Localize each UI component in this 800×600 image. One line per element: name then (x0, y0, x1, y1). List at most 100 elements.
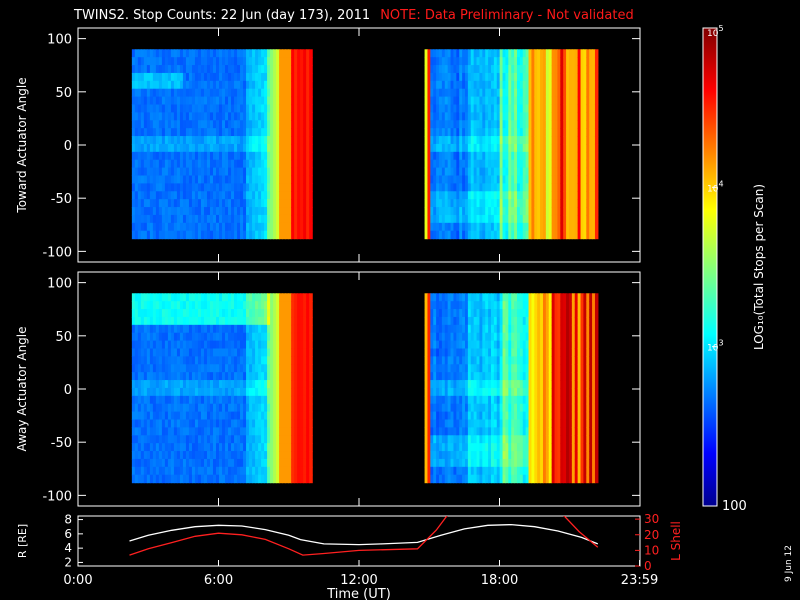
heat-cell (237, 136, 241, 145)
heat-cell (267, 230, 271, 240)
heat-cell (140, 372, 145, 381)
heat-cell (203, 191, 208, 200)
heat-cell (200, 112, 205, 121)
heat-cell (456, 340, 460, 350)
heat-cell (149, 364, 154, 373)
heat-cell (228, 222, 232, 232)
heat-cell (149, 65, 154, 74)
heat-cell (464, 183, 469, 192)
heat-cell (580, 151, 585, 161)
heat-cell (176, 380, 181, 389)
heat-cell (300, 427, 304, 436)
heat-cell (309, 301, 313, 310)
heat-cell (309, 112, 313, 121)
heat-cell (467, 120, 472, 129)
heat-cell (424, 458, 429, 468)
heat-cell (176, 112, 181, 121)
heat-cell (240, 395, 244, 405)
heat-cell (185, 143, 190, 153)
heat-cell (225, 128, 229, 137)
heat-cell (282, 301, 286, 310)
heat-cell (270, 57, 274, 66)
heat-cell (586, 191, 590, 200)
heat-cell (243, 332, 247, 342)
heat-cell (488, 143, 492, 153)
heat-cell (548, 136, 553, 145)
heat-cell (191, 474, 196, 484)
heat-cell (152, 159, 157, 169)
heat-cell (197, 72, 202, 82)
heat-cell (439, 466, 443, 476)
heat-cell (470, 49, 475, 58)
heat-cell (152, 293, 157, 302)
heat-cell (485, 348, 489, 357)
heat-cell (464, 199, 469, 208)
heat-cell (167, 88, 172, 98)
heat-cell (309, 466, 313, 476)
heat-cell (499, 419, 504, 428)
heat-cell (309, 159, 313, 169)
heat-cell (179, 458, 184, 468)
heat-cell (482, 411, 486, 421)
heat-cell (525, 214, 530, 224)
heat-cell (444, 316, 449, 326)
heat-cell (545, 183, 550, 192)
heat-cell (502, 65, 507, 74)
heat-cell (261, 324, 265, 334)
heat-cell (525, 207, 530, 216)
heat-cell (237, 301, 241, 310)
heat-cell (285, 230, 289, 240)
heat-cell (131, 466, 136, 476)
heat-cell (508, 159, 512, 169)
heat-cell (209, 364, 214, 373)
heat-cell (288, 372, 292, 381)
heat-cell (225, 340, 229, 350)
heat-cell (167, 96, 172, 106)
heat-cell (161, 427, 166, 436)
heat-cell (167, 112, 172, 121)
heat-cell (436, 128, 440, 137)
heat-cell (279, 403, 283, 413)
heat-cell (439, 309, 443, 318)
heat-cell (249, 411, 253, 421)
heat-cell (502, 49, 507, 58)
heat-cell (228, 49, 232, 58)
heat-cell (453, 348, 457, 357)
heat-cell (282, 380, 286, 389)
heat-cell (137, 175, 142, 184)
heat-cell (467, 49, 472, 58)
heat-cell (285, 49, 289, 58)
heat-cell (261, 80, 265, 90)
heat-cell (467, 183, 472, 192)
heat-cell (237, 159, 241, 169)
heat-cell (594, 151, 599, 161)
heat-cell (137, 411, 142, 421)
heat-cell (496, 348, 501, 357)
heat-cell (545, 104, 550, 113)
heat-cell (206, 65, 211, 74)
heat-cell (270, 435, 274, 444)
heat-cell (252, 120, 256, 129)
heat-cell (542, 128, 547, 137)
heat-cell (473, 293, 478, 302)
heat-cell (528, 136, 533, 145)
heat-cell (173, 183, 178, 192)
heat-cell (488, 214, 492, 224)
heat-cell (542, 222, 547, 232)
heat-cell (309, 356, 313, 365)
heat-cell (231, 88, 235, 98)
heat-cell (522, 80, 527, 90)
heat-cell (255, 175, 259, 184)
heat-cell (459, 175, 463, 184)
heat-cell (149, 222, 154, 232)
heat-cell (222, 348, 226, 357)
heat-cell (430, 222, 434, 232)
heat-cell (473, 222, 478, 232)
heat-cell (464, 380, 469, 389)
heat-cell (479, 175, 483, 184)
heat-cell (493, 80, 498, 90)
heat-cell (470, 293, 475, 302)
heat-cell (231, 207, 235, 216)
heat-cell (225, 443, 229, 452)
heat-cell (571, 120, 576, 129)
